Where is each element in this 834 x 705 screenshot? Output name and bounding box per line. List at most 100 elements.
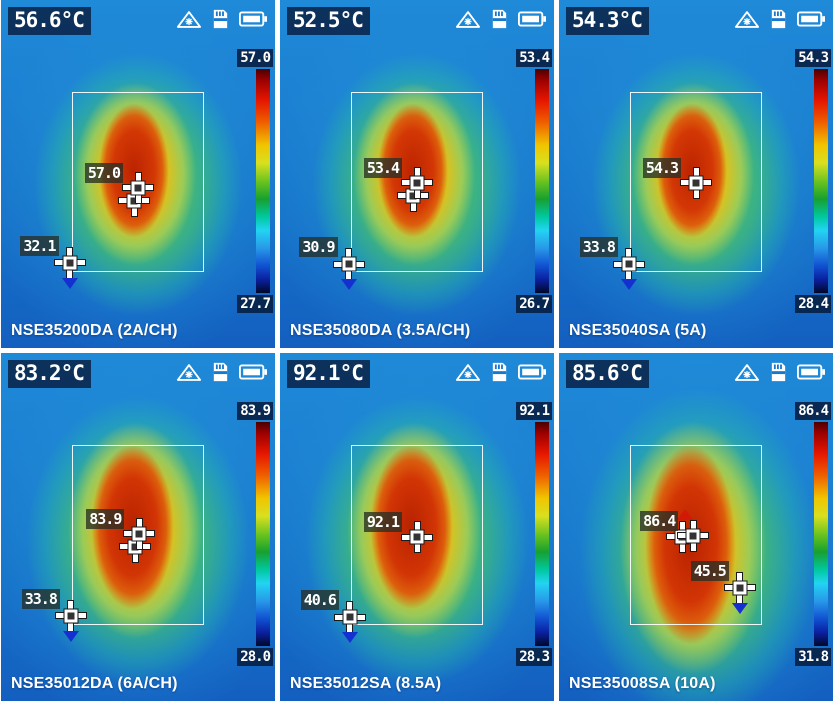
battery-icon [797, 11, 825, 27]
sd-card-icon [491, 362, 508, 382]
laser-warning-icon [455, 10, 481, 29]
hot-spot-temp-label: 83.9 [86, 508, 125, 529]
sd-card-icon [212, 9, 229, 29]
thermal-panel: 92.1°C 92.1 28.3 [280, 353, 554, 701]
crosshair-icon [613, 249, 644, 280]
model-label: NSE35008SA (10A) [569, 675, 716, 693]
cold-spot-temp-label: 30.9 [299, 237, 338, 258]
cold-arrow-icon [620, 279, 637, 291]
hot-spot-temp-label: 54.3 [642, 157, 681, 178]
hot-arrow-icon [677, 508, 694, 520]
hot-spot-temp-label: 53.4 [363, 157, 402, 178]
battery-icon [797, 364, 825, 380]
measurement-area-box [630, 445, 763, 625]
cold-spot-temp-label: 33.8 [21, 588, 60, 609]
cold-spot-temp-label: 33.8 [579, 237, 618, 258]
measurement-area-box [72, 92, 205, 272]
cold-arrow-icon [340, 279, 357, 291]
scale-max-label: 54.3 [795, 49, 831, 68]
scale-min-label: 28.4 [795, 295, 831, 314]
crosshair-icon [55, 600, 86, 631]
status-icon-row [734, 362, 825, 382]
temperature-scale: 57.0 27.7 [227, 49, 273, 314]
model-label: NSE35040SA (5A) [569, 322, 707, 340]
hot-spot-temp-label: 86.4 [640, 510, 679, 531]
cold-spot-temp-label: 32.1 [20, 235, 59, 256]
measurement-area-box [351, 92, 484, 272]
measurement-area-box [630, 92, 763, 272]
crosshair-icon [334, 602, 365, 633]
status-icon-row [176, 9, 267, 29]
temperature-scale: 92.1 28.3 [506, 402, 552, 667]
hot-spot-temp-label: 57.0 [84, 162, 123, 183]
max-temp-readout: 85.6°C [566, 360, 649, 389]
max-temp-readout: 92.1°C [287, 360, 370, 389]
temperature-scale: 53.4 26.7 [506, 49, 552, 314]
laser-warning-icon [176, 10, 202, 29]
model-label: NSE35200DA (2A/CH) [11, 322, 178, 340]
sd-card-icon [491, 9, 508, 29]
crosshair-icon [678, 520, 709, 551]
scale-max-label: 57.0 [237, 49, 273, 68]
thermal-panel: 83.2°C 83.9 28.0 [1, 353, 275, 701]
thermal-image [559, 353, 833, 701]
laser-warning-icon [455, 363, 481, 382]
max-temp-readout: 56.6°C [8, 7, 91, 36]
battery-icon [239, 11, 267, 27]
scale-min-label: 28.3 [516, 648, 552, 667]
measurement-area-box [351, 445, 484, 625]
status-icon-row [734, 9, 825, 29]
max-temp-readout: 54.3°C [566, 7, 649, 36]
max-temp-readout: 83.2°C [8, 360, 91, 389]
scale-gradient-bar [814, 69, 828, 294]
measurement-area-box [72, 445, 205, 625]
scale-min-label: 31.8 [795, 648, 831, 667]
hot-spot-temp-label: 92.1 [363, 512, 402, 533]
battery-icon [239, 364, 267, 380]
cold-arrow-icon [731, 602, 748, 614]
model-label: NSE35080DA (3.5A/CH) [290, 322, 471, 340]
battery-icon [518, 11, 546, 27]
sd-card-icon [212, 362, 229, 382]
status-icon-row [176, 362, 267, 382]
laser-warning-icon [734, 363, 760, 382]
cold-arrow-icon [341, 632, 358, 644]
cold-arrow-icon [62, 630, 79, 642]
scale-min-label: 28.0 [237, 648, 273, 667]
status-icon-row [455, 9, 546, 29]
scale-min-label: 27.7 [237, 295, 273, 314]
scale-gradient-bar [256, 69, 270, 294]
cold-spot-temp-label: 45.5 [690, 560, 729, 581]
temperature-scale: 86.4 31.8 [785, 402, 831, 667]
scale-gradient-bar [535, 422, 549, 647]
crosshair-icon [681, 167, 711, 198]
crosshair-icon [123, 172, 153, 203]
status-icon-row [455, 362, 546, 382]
crosshair-icon [333, 249, 364, 280]
crosshair-icon [724, 572, 755, 603]
cold-spot-temp-label: 40.6 [300, 590, 339, 611]
battery-icon [518, 364, 546, 380]
sd-card-icon [770, 362, 787, 382]
laser-warning-icon [734, 10, 760, 29]
model-label: NSE35012SA (8.5A) [290, 675, 442, 693]
temperature-scale: 54.3 28.4 [785, 49, 831, 314]
model-label: NSE35012DA (6A/CH) [11, 675, 178, 693]
scale-max-label: 92.1 [516, 402, 552, 421]
max-temp-readout: 52.5°C [287, 7, 370, 36]
scale-gradient-bar [535, 69, 549, 294]
crosshair-icon [124, 518, 155, 549]
scale-max-label: 86.4 [795, 402, 831, 421]
thermal-panel: 52.5°C 53.4 26.7 [280, 0, 554, 348]
scale-max-label: 83.9 [237, 402, 273, 421]
scale-gradient-bar [256, 422, 270, 647]
thermal-panel: 85.6°C 86.4 31.8 [559, 353, 833, 701]
laser-warning-icon [176, 363, 202, 382]
crosshair-icon [402, 167, 432, 198]
crosshair-icon [402, 522, 432, 553]
temperature-scale: 83.9 28.0 [227, 402, 273, 667]
sd-card-icon [770, 9, 787, 29]
scale-gradient-bar [814, 422, 828, 647]
cold-arrow-icon [61, 277, 78, 289]
